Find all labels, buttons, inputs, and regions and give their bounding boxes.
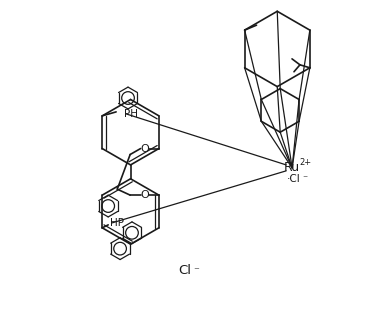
- Text: 2+: 2+: [299, 159, 311, 167]
- Text: ⁻: ⁻: [302, 174, 308, 184]
- Text: ·Cl: ·Cl: [287, 174, 301, 184]
- Text: PH: PH: [124, 109, 138, 119]
- Text: Ru: Ru: [284, 161, 300, 174]
- Text: O: O: [140, 144, 149, 154]
- Text: ⁻: ⁻: [193, 266, 199, 276]
- Text: O: O: [140, 190, 149, 200]
- Text: HP: HP: [110, 218, 124, 228]
- Text: Cl: Cl: [178, 265, 192, 277]
